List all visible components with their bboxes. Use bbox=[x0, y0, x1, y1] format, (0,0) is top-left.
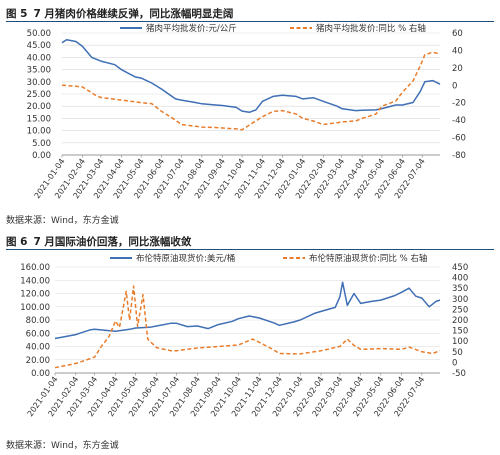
y-right-tick-label: 200 bbox=[452, 316, 468, 326]
y-left-tick-label: 25.00 bbox=[27, 90, 51, 100]
y-right-tick-label: 300 bbox=[452, 295, 468, 305]
y-left-tick-label: 50.00 bbox=[27, 29, 51, 39]
series-line-yoy bbox=[54, 285, 441, 369]
y-left-tick-label: 120.00 bbox=[20, 290, 50, 300]
y-left-tick-label: 80.00 bbox=[26, 316, 50, 326]
brent-oil-chart: 0.00 20.00 40.00 60.00 80.00 100.00 120.00 140.… bbox=[20, 253, 468, 418]
y-right-tick-label: 60 bbox=[452, 29, 463, 39]
y-left-tick-label: 0.00 bbox=[31, 369, 50, 379]
y-left-tick-label: 60.00 bbox=[26, 329, 50, 339]
y-left-tick-label: 30.00 bbox=[27, 78, 51, 88]
y-right-tick-label: -40 bbox=[452, 116, 466, 126]
y-left-tick-label: 140.00 bbox=[20, 276, 50, 286]
y-right-tick-label: 400 bbox=[452, 274, 468, 284]
legend-label: 猪肉平均批发价:同比 % 右轴 bbox=[316, 23, 426, 34]
y-right-tick-label: -50 bbox=[452, 369, 466, 379]
y-left-tick-label: 40.00 bbox=[27, 53, 51, 63]
series-line-yoy bbox=[61, 51, 441, 131]
figure-6-rule bbox=[6, 249, 494, 250]
y-left-tick-label: 10.00 bbox=[27, 127, 51, 137]
y-right-tick-label: 20 bbox=[452, 64, 463, 74]
figure-5-rule bbox=[6, 21, 494, 22]
y-left-tick-label: 5.00 bbox=[32, 139, 51, 149]
y-left-tick-label: 20.00 bbox=[26, 356, 50, 366]
series-line-price bbox=[54, 281, 441, 340]
y-left-tick-label: 45.00 bbox=[27, 41, 51, 51]
y-right-tick-label: -20 bbox=[452, 99, 466, 109]
y-left-tick-label: 160.00 bbox=[20, 263, 50, 273]
legend-label: 猪肉平均批发价:元/公斤 bbox=[146, 23, 237, 34]
y-right-tick-label: 150 bbox=[452, 327, 468, 337]
pork-price-chart: 0.00 5.00 10.00 15.00 20.00 25.00 30.00 35.00 40… bbox=[27, 23, 466, 200]
figure-6-number: 图 6 bbox=[6, 236, 28, 248]
y-left-tick-label: 15.00 bbox=[27, 114, 51, 124]
legend-label: 布伦特原油现货价:同比 % 右轴 bbox=[309, 253, 427, 264]
legend-label: 布伦特原油现货价:美元/桶 bbox=[136, 253, 235, 264]
y-right-tick-label: 100 bbox=[452, 337, 468, 347]
y-right-tick-label: -60 bbox=[452, 134, 466, 144]
y-right-tick-label: 0 bbox=[452, 81, 457, 91]
y-right-tick-label: 50 bbox=[452, 348, 463, 358]
y-right-tick-label: 450 bbox=[452, 263, 468, 273]
y-left-tick-label: 40.00 bbox=[26, 343, 50, 353]
y-right-tick-label: 250 bbox=[452, 305, 468, 315]
y-left-tick-label: 20.00 bbox=[27, 102, 51, 112]
y-left-tick-label: 35.00 bbox=[27, 66, 51, 76]
y-left-tick-label: 0.00 bbox=[32, 151, 51, 161]
figure-6-title-text: 7 月国际油价回落，同比涨幅收敛 bbox=[33, 236, 192, 248]
y-left-tick-label: 100.00 bbox=[20, 303, 50, 313]
series-line-price bbox=[61, 39, 441, 114]
figure-6-source: 数据来源：Wind，东方金诚 bbox=[6, 441, 119, 451]
figure-5-source: 数据来源：Wind，东方金诚 bbox=[6, 216, 119, 226]
y-right-tick-label: -80 bbox=[452, 151, 466, 161]
figure-6-title: 图 6 7 月国际油价回落，同比涨幅收敛 bbox=[6, 234, 191, 249]
figure-5-title-text: 7 月猪肉价格继续反弹，同比涨幅明显走阔 bbox=[33, 8, 234, 20]
figure-5-title: 图 5 7 月猪肉价格继续反弹，同比涨幅明显走阔 bbox=[6, 6, 233, 21]
y-right-tick-label: 40 bbox=[452, 46, 463, 56]
y-right-tick-label: 0 bbox=[452, 358, 457, 368]
y-right-tick-label: 350 bbox=[452, 284, 468, 294]
figure-5-number: 图 5 bbox=[6, 8, 28, 20]
